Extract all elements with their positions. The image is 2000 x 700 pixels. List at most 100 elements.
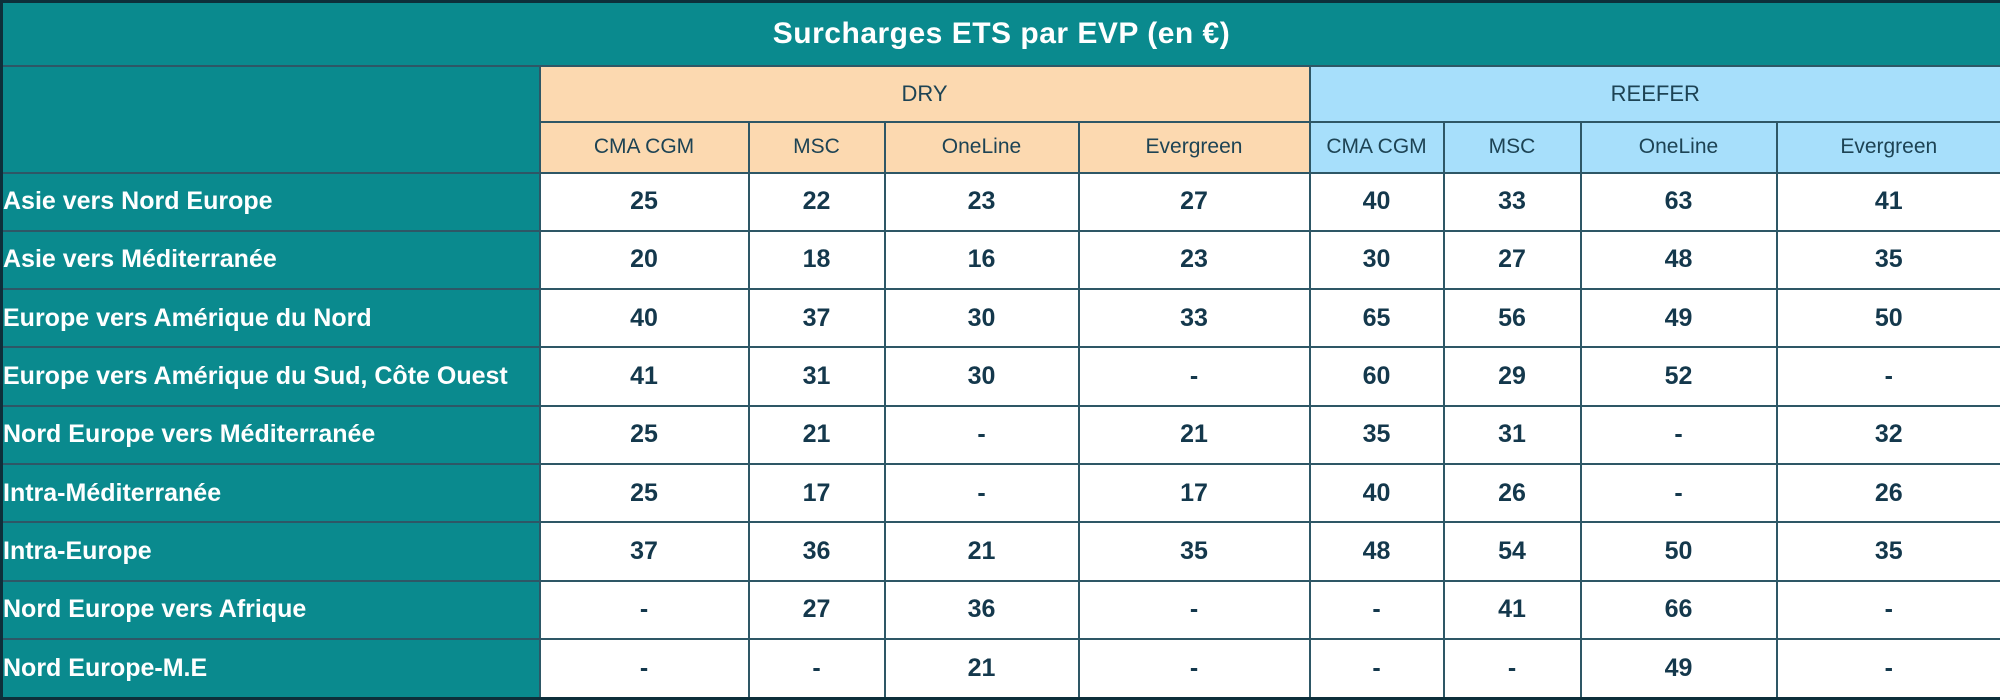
value-cell: 23 (883, 171, 1080, 232)
value-cell: 17 (1077, 463, 1311, 524)
value-cell: 50 (1775, 288, 2000, 349)
value-cell: 50 (1579, 521, 1778, 582)
value-cell: 54 (1442, 521, 1582, 582)
column-header-dry-cma-cgm: CMA CGM (538, 120, 750, 174)
table-row: Nord Europe-M.E - -21- - -49- (0, 638, 2000, 700)
row-label: Europe vers Amérique du Nord (0, 288, 541, 349)
value-cell: 48 (1308, 521, 1445, 582)
value-cell: 49 (1579, 288, 1778, 349)
value-cell: 63 (1579, 171, 1778, 232)
table-body: Asie vers Nord Europe 25 22 23 27 40 33 63 41 Asi… (0, 171, 2000, 700)
column-header-dry-msc: MSC (747, 120, 886, 174)
value-cell: 35 (1775, 521, 2000, 582)
table-row: Europe vers Amérique du Sud, Côte Ouest 4… (0, 346, 2000, 407)
table-row: Asie vers Méditerranée 20 18 16 23 30 27 48 35 (0, 229, 2000, 291)
value-cell: 56 (1442, 288, 1582, 349)
value-cell: 40 (1308, 463, 1445, 524)
value-cell: 21 (1077, 404, 1311, 466)
title-row: Surcharges ETS par EVP (en €) (0, 0, 2000, 67)
value-cell: 27 (747, 579, 886, 641)
value-cell: 41 (1775, 171, 2000, 232)
value-cell: 35 (1775, 229, 2000, 291)
value-cell: 49 (1579, 638, 1778, 700)
value-cell: 22 (747, 171, 886, 232)
value-cell: 25 (538, 463, 750, 524)
table-title: Surcharges ETS par EVP (en €) (0, 0, 2000, 67)
value-cell: 21 (883, 638, 1080, 700)
value-cell: - (1077, 579, 1311, 641)
value-cell: - (538, 579, 750, 641)
row-label: Asie vers Méditerranée (0, 229, 541, 291)
value-cell: 41 (538, 346, 750, 407)
value-cell: 36 (747, 521, 886, 582)
column-header-reefer-oneline: OneLine (1579, 120, 1778, 174)
value-cell: - (1775, 638, 2000, 700)
column-header-reefer-evergreen: Evergreen (1775, 120, 2000, 174)
value-cell: 30 (1308, 229, 1445, 291)
value-cell: 17 (747, 463, 886, 524)
value-cell: 27 (1442, 229, 1582, 291)
value-cell: - (747, 638, 886, 700)
value-cell: 33 (1077, 288, 1311, 349)
value-cell: - (1775, 346, 2000, 407)
value-cell: 26 (1442, 463, 1582, 524)
table-row: Nord Europe vers Méditerranée 25 21-21 35 31… (0, 404, 2000, 466)
value-cell: - (538, 638, 750, 700)
value-cell: 21 (747, 404, 886, 466)
value-cell: 21 (883, 521, 1080, 582)
value-cell: 18 (747, 229, 886, 291)
value-cell: 25 (538, 404, 750, 466)
value-cell: 25 (538, 171, 750, 232)
value-cell: - (1308, 579, 1445, 641)
row-label: Intra-Méditerranée (0, 463, 541, 524)
value-cell: 35 (1308, 404, 1445, 466)
value-cell: - (1579, 463, 1778, 524)
value-cell: 33 (1442, 171, 1582, 232)
group-header-reefer: REEFER (1308, 64, 2000, 123)
table-row: Asie vers Nord Europe 25 22 23 27 40 33 63 41 (0, 171, 2000, 232)
value-cell: 66 (1579, 579, 1778, 641)
row-label: Intra-Europe (0, 521, 541, 582)
corner-cell (0, 64, 541, 174)
value-cell: - (1579, 404, 1778, 466)
value-cell: - (1442, 638, 1582, 700)
value-cell: 26 (1775, 463, 2000, 524)
value-cell: - (1775, 579, 2000, 641)
group-header-row: DRY REEFER (0, 64, 2000, 174)
row-label: Nord Europe vers Afrique (0, 579, 541, 641)
column-header-reefer-cma-cgm: CMA CGM (1308, 120, 1445, 174)
table-row: Intra-Méditerranée 25 17-17 40 26-26 (0, 463, 2000, 524)
value-cell: 30 (883, 346, 1080, 407)
value-cell: 27 (1077, 171, 1311, 232)
row-label: Asie vers Nord Europe (0, 171, 541, 232)
carrier-header-row: CMA CGM MSC OneLine Evergreen CMA CGM MS… (2, 120, 2000, 174)
value-cell: 31 (1442, 404, 1582, 466)
value-cell: 41 (1442, 579, 1582, 641)
value-cell: 20 (538, 229, 750, 291)
value-cell: 31 (747, 346, 886, 407)
value-cell: 52 (1579, 346, 1778, 407)
value-cell: 29 (1442, 346, 1582, 407)
value-cell: 16 (883, 229, 1080, 291)
value-cell: - (883, 404, 1080, 466)
value-cell: 37 (747, 288, 886, 349)
value-cell: 48 (1579, 229, 1778, 291)
table-row: Intra-Europe 37 36 21 35 48 54 50 35 (0, 521, 2000, 582)
value-cell: 30 (883, 288, 1080, 349)
column-header-dry-evergreen: Evergreen (1077, 120, 1311, 174)
value-cell: - (1077, 638, 1311, 700)
value-cell: 65 (1308, 288, 1445, 349)
value-cell: 36 (883, 579, 1080, 641)
value-cell: 37 (538, 521, 750, 582)
value-cell: 23 (1077, 229, 1311, 291)
value-cell: - (1077, 346, 1311, 407)
table-row: Europe vers Amérique du Nord 40 37 30 33 65 56… (0, 288, 2000, 349)
row-label: Nord Europe-M.E (0, 638, 541, 700)
row-label: Nord Europe vers Méditerranée (0, 404, 541, 466)
value-cell: - (1308, 638, 1445, 700)
column-header-dry-oneline: OneLine (883, 120, 1080, 174)
value-cell: 40 (1308, 171, 1445, 232)
table-row: Nord Europe vers Afrique -27 36- -41 66- (0, 579, 2000, 641)
